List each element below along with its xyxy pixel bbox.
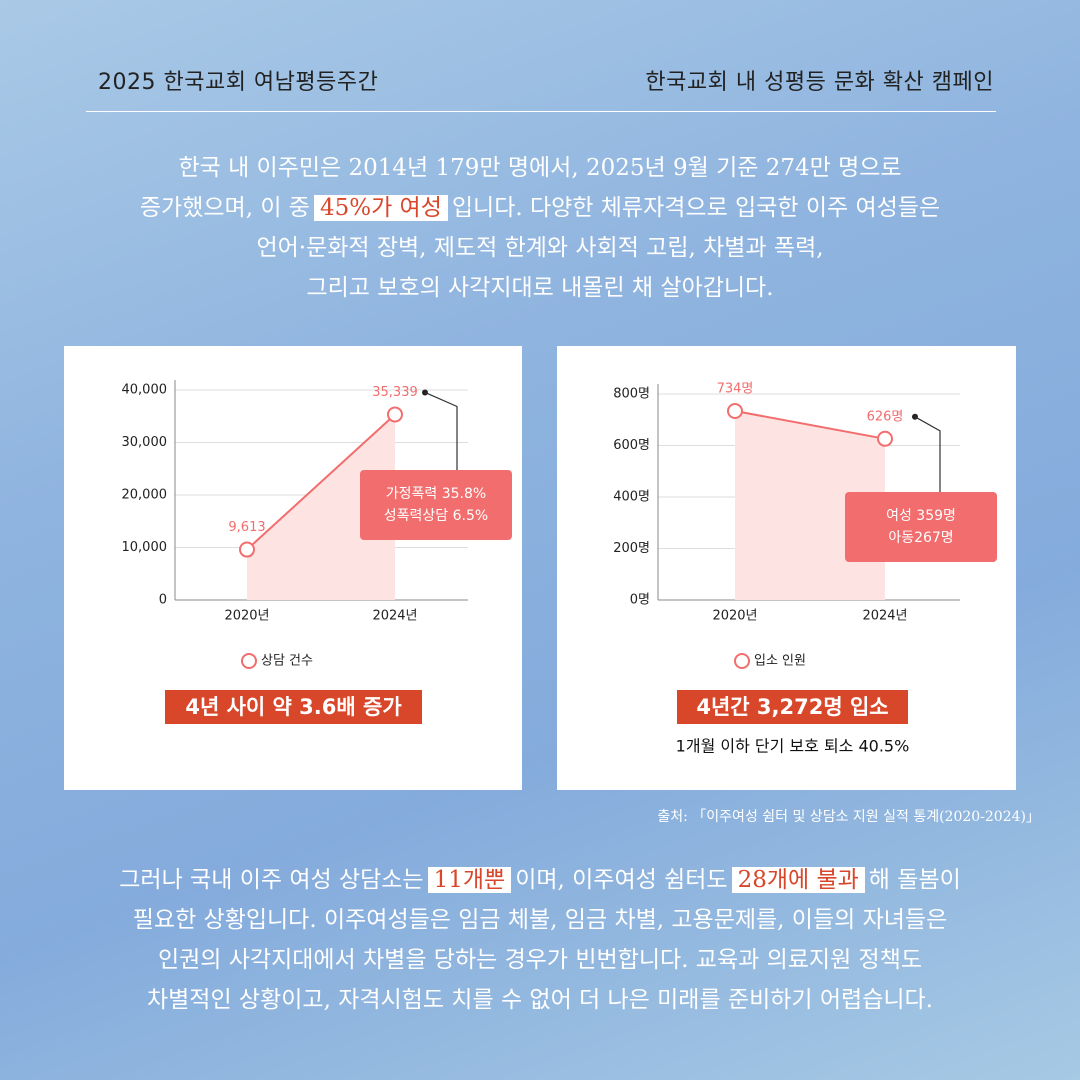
summary: 4년 사이 약 3.6배 증가 [185, 695, 402, 719]
annotation: 가정폭력 35.8% [386, 486, 486, 502]
text: 필요한 상황입니다. 이주여성들은 임금 체불, 임금 차별, 고용문제를, 이… [132, 907, 948, 933]
annotation-box [845, 492, 997, 562]
leader [914, 416, 941, 492]
text-line: 그리고 보호의 사각지대로 내몰린 채 살아갑니다. [0, 268, 1080, 308]
text: 해 돌봄이 [868, 867, 961, 893]
legend-label: 입소 인원 [754, 654, 806, 669]
value-label: 626명 [867, 409, 904, 424]
text-line: 한국 내 이주민은 2014년 179만 명에서, 2025년 9월 기준 27… [0, 148, 1080, 188]
y-tick-label: 800명 [613, 387, 650, 402]
x-tick-label: 2024년 [372, 609, 417, 624]
summary-box [677, 690, 908, 724]
outro: 그러나 국내 이주 여성 상담소는 11개뿐 이며, 이주여성 쉼터도 28개에 불과… [0, 860, 1080, 1020]
text: 차별적인 상황이고, 자격시험도 치를 수 없어 더 나은 미래를 준비하기 어… [146, 987, 933, 1013]
text-line: 인권의 사각지대에서 차별을 당하는 경우가 빈번합니다. 교육과 의료지원 정… [0, 940, 1080, 980]
value-label: 734명 [717, 381, 754, 396]
text: 그리고 보호의 사각지대로 내몰린 채 살아갑니다. [306, 275, 774, 301]
value-label: 9,613 [228, 520, 265, 535]
text: 한국 내 이주민은 2014년 179만 명에서, 2025년 9월 기준 27… [178, 155, 902, 181]
legend-label: 상담 건수 [261, 654, 313, 669]
text: 증가했으며, 이 중 [139, 195, 310, 221]
text-line: 차별적인 상황이고, 자격시험도 치를 수 없어 더 나은 미래를 준비하기 어… [0, 980, 1080, 1020]
header-right: 한국교회 내 성평등 문화 확산 캠페인 [645, 70, 994, 95]
value-label: 35,339 [372, 385, 418, 400]
annotation: 성폭력상담 6.5% [384, 508, 488, 524]
leader [424, 391, 458, 470]
y-tick-label: 0 [159, 593, 167, 608]
x-tick-label: 2020년 [224, 609, 269, 624]
text-line: 언어·문화적 장벽, 제도적 한계와 사회적 고립, 차별과 폭력, [0, 228, 1080, 268]
area [247, 414, 395, 600]
text: 그러나 국내 이주 여성 상담소는 [119, 867, 424, 893]
text-line: 필요한 상황입니다. 이주여성들은 임금 체불, 임금 차별, 고용문제를, 이… [0, 900, 1080, 940]
line [734, 410, 886, 440]
summary-box [165, 690, 422, 724]
point [877, 430, 893, 447]
text-line: 증가했으며, 이 중 45%가 여성 입니다. 다양한 체류자격으로 입국한 이주 … [0, 188, 1080, 228]
point [727, 402, 743, 419]
highlight: 28개에 불과 [731, 867, 865, 893]
highlight: 45%가 여성 [313, 195, 448, 221]
x-tick-label: 2024년 [862, 609, 907, 624]
y-tick-label: 600명 [613, 438, 650, 453]
legend-marker [734, 653, 750, 669]
text-line: 그러나 국내 이주 여성 상담소는 11개뿐 이며, 이주여성 쉼터도 28개에 불과… [0, 860, 1080, 900]
annotation: 아동267명 [888, 530, 953, 546]
legend-marker [241, 653, 257, 669]
y-tick-label: 200명 [613, 541, 650, 556]
point [239, 541, 255, 558]
annotation: 여성 359명 [886, 508, 956, 524]
annotation-box [360, 470, 512, 540]
intro: 한국 내 이주민은 2014년 179만 명에서, 2025년 9월 기준 27… [0, 148, 1080, 308]
y-tick-label: 400명 [613, 490, 650, 505]
x-tick-label: 2020년 [712, 609, 757, 624]
point [387, 406, 403, 423]
summary: 4년간 3,272명 입소 [696, 695, 888, 719]
y-tick-label: 20,000 [122, 488, 168, 503]
text: 인권의 사각지대에서 차별을 당하는 경우가 빈번합니다. 교육과 의료지원 정… [157, 947, 923, 973]
header-left: 2025 한국교회 여남평등주간 [98, 70, 379, 95]
line [246, 413, 396, 551]
divider [86, 111, 996, 112]
note: 1개월 이하 단기 보호 퇴소 40.5% [676, 737, 910, 756]
y-tick-label: 0명 [630, 593, 650, 608]
source: 출처: 「이주여성 쉼터 및 상담소 지원 실적 통계(2020-2024)」 [657, 809, 1040, 825]
text: 언어·문화적 장벽, 제도적 한계와 사회적 고립, 차별과 폭력, [256, 235, 824, 261]
y-tick-label: 40,000 [122, 383, 168, 398]
highlight: 11개뿐 [427, 867, 512, 893]
y-tick-label: 30,000 [122, 435, 168, 450]
text: 이며, 이주여성 쉼터도 [515, 867, 728, 893]
text: 입니다. 다양한 체류자격으로 입국한 이주 여성들은 [451, 195, 941, 221]
y-tick-label: 10,000 [122, 540, 168, 555]
